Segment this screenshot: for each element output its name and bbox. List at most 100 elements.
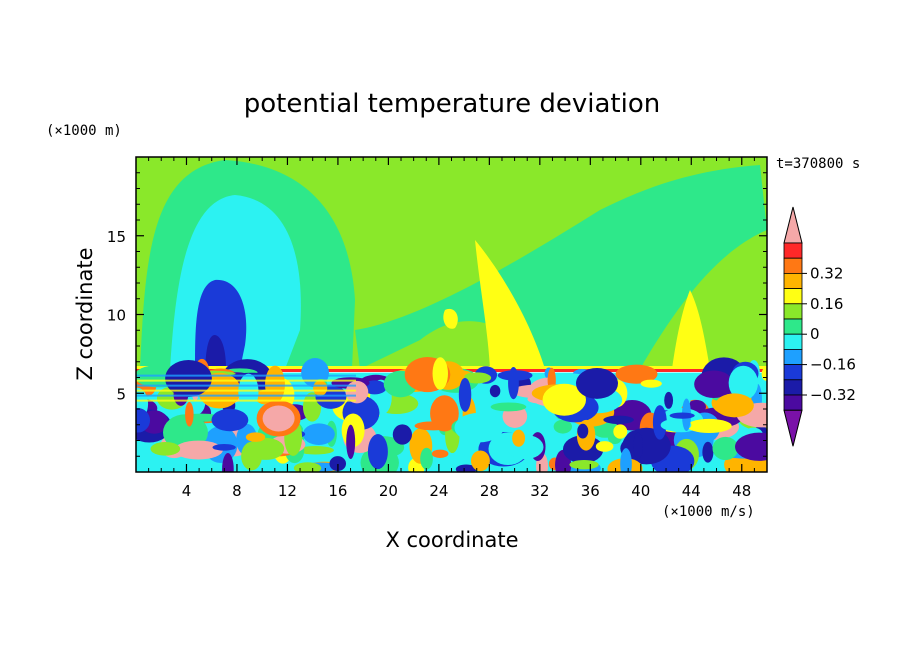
contour-blob bbox=[633, 432, 643, 459]
warm-core bbox=[262, 405, 295, 432]
x-tick-label: 44 bbox=[682, 482, 701, 500]
contour-blob bbox=[508, 366, 519, 400]
streak bbox=[136, 399, 356, 402]
contour-blob bbox=[715, 393, 754, 418]
x-tick-label: 12 bbox=[278, 482, 297, 500]
contour-blob bbox=[553, 419, 572, 434]
lower-layer bbox=[136, 357, 767, 472]
contour-blob bbox=[761, 367, 767, 381]
contour-blob bbox=[293, 462, 322, 472]
x-tick-label: 24 bbox=[429, 482, 448, 500]
contour-blob bbox=[603, 415, 634, 425]
x-tick-label: 40 bbox=[631, 482, 650, 500]
colorbar-label: 0.16 bbox=[810, 295, 843, 313]
y-tick-label: 15 bbox=[107, 228, 126, 246]
contour-blob bbox=[542, 383, 587, 416]
contour-blob bbox=[222, 453, 234, 472]
y-unit-label: (×1000 m) bbox=[46, 123, 122, 139]
contour-blob bbox=[185, 401, 194, 427]
contour-blob bbox=[490, 402, 527, 412]
x-axis-label: X coordinate bbox=[385, 528, 518, 552]
contour-blob bbox=[652, 405, 667, 440]
contour-blob bbox=[512, 429, 526, 447]
contour-blob bbox=[165, 359, 212, 397]
upper-yellow-spot bbox=[443, 308, 458, 329]
contour-blob bbox=[686, 418, 732, 433]
streak bbox=[136, 384, 356, 387]
x-unit-label: (×1000 m/s) bbox=[662, 504, 755, 520]
contour-blob bbox=[454, 412, 504, 443]
y-axis-label: Z coordinate bbox=[73, 247, 97, 380]
colorbar-segment bbox=[783, 333, 803, 350]
colorbar-bottom-arrow bbox=[783, 409, 803, 447]
upper-yellow-plume-1 bbox=[475, 240, 545, 369]
x-tick-label: 8 bbox=[232, 482, 242, 500]
contour-blob bbox=[420, 447, 433, 470]
x-tick-label: 16 bbox=[328, 482, 347, 500]
streak bbox=[136, 389, 356, 392]
chart-title: potential temperature deviation bbox=[244, 89, 660, 119]
colorbar: 0.32 0.16 0 −0.16 −0.32 bbox=[783, 206, 856, 447]
contour-blob bbox=[458, 377, 472, 412]
x-tick-label: 48 bbox=[732, 482, 751, 500]
contour-blob bbox=[302, 423, 335, 445]
x-tick-label: 4 bbox=[182, 482, 192, 500]
contour-blob bbox=[329, 456, 347, 472]
x-tick-label: 32 bbox=[530, 482, 549, 500]
contour-blob bbox=[683, 372, 692, 406]
contour-blob bbox=[613, 424, 628, 439]
contour-blob bbox=[569, 459, 599, 470]
contour-blob bbox=[620, 448, 632, 472]
streak bbox=[136, 394, 356, 397]
colorbar-label: 0.32 bbox=[810, 264, 843, 282]
contour-blob bbox=[470, 450, 490, 472]
colorbar-segment bbox=[783, 303, 803, 320]
y-axis: 5 10 15 bbox=[107, 172, 767, 457]
colorbar-label: −0.16 bbox=[810, 356, 856, 374]
contour-blob bbox=[615, 364, 658, 384]
contour-blob bbox=[431, 449, 449, 458]
streak bbox=[136, 379, 356, 382]
contour-blob bbox=[430, 395, 459, 432]
contour-blob bbox=[669, 412, 695, 419]
contour-blob bbox=[728, 365, 758, 401]
x-tick-label: 28 bbox=[480, 482, 499, 500]
contour-blob bbox=[664, 391, 674, 409]
contour-blob bbox=[212, 444, 236, 451]
x-axis: 4 8 12 16 20 24 28 32 36 40 44 48 bbox=[148, 157, 755, 500]
colorbar-top-arrow bbox=[783, 206, 803, 244]
colorbar-segment bbox=[783, 318, 803, 335]
colorbar-segment bbox=[783, 272, 803, 289]
x-tick-label: 20 bbox=[379, 482, 398, 500]
contour-blob bbox=[640, 379, 662, 388]
contour-blob bbox=[245, 432, 266, 442]
contour-blob bbox=[462, 372, 492, 384]
contour-blob bbox=[136, 408, 151, 433]
colorbar-segment bbox=[783, 394, 803, 411]
streak bbox=[136, 374, 356, 377]
contour-blob bbox=[174, 440, 223, 460]
contour-blob bbox=[575, 367, 618, 399]
contour-blob bbox=[247, 437, 285, 460]
contour-blob bbox=[313, 380, 328, 396]
colorbar-label: 0 bbox=[810, 325, 820, 343]
contour-blob bbox=[432, 357, 448, 390]
contour-blob bbox=[346, 424, 356, 460]
y-tick-label: 5 bbox=[116, 385, 126, 403]
colorbar-segment bbox=[783, 288, 803, 305]
contour-blob bbox=[489, 384, 501, 398]
colorbar-segment bbox=[783, 257, 803, 274]
x-tick-label: 36 bbox=[581, 482, 600, 500]
contour-blob bbox=[211, 408, 249, 432]
contour-field bbox=[136, 157, 767, 472]
y-tick-label: 10 bbox=[107, 307, 126, 325]
colorbar-segment bbox=[783, 379, 803, 396]
contour-blob bbox=[735, 432, 767, 461]
upper-plume-core bbox=[205, 335, 226, 369]
upper-green-band bbox=[355, 165, 767, 369]
contour-blob bbox=[367, 434, 388, 470]
contour-blob bbox=[577, 423, 589, 439]
time-label: t=370800 s bbox=[776, 156, 860, 172]
colorbar-segment bbox=[783, 364, 803, 381]
